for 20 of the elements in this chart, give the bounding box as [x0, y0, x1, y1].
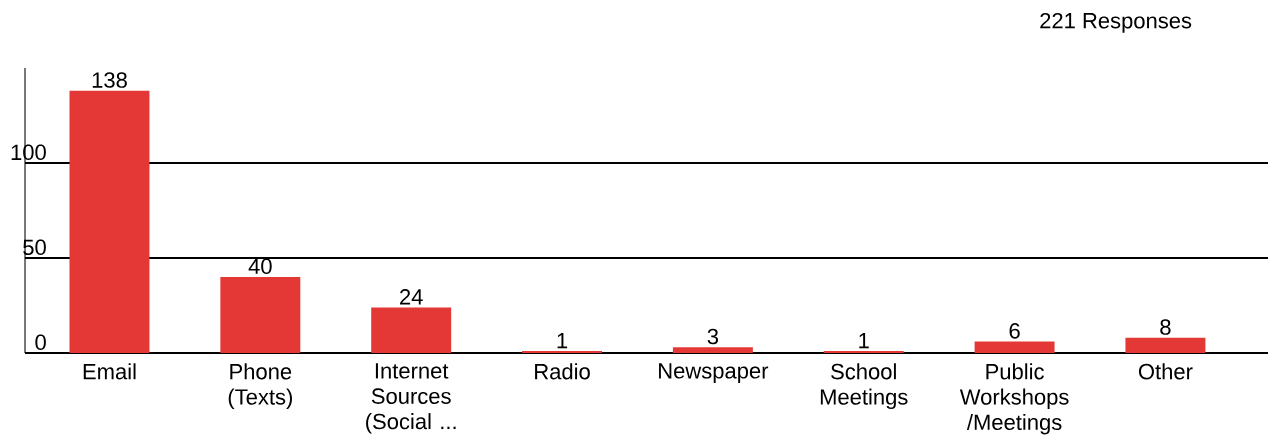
x-tick-label: Email	[83, 363, 136, 380]
data-label: 24	[400, 289, 423, 305]
x-tick-label: Public Workshops /Meetings	[959, 363, 1069, 435]
x-tick-label: Phone (Texts)	[228, 363, 292, 410]
x-tick-label: Internet Sources (Social ...	[366, 363, 456, 434]
y-tick-label: 100	[11, 144, 46, 161]
data-label: 8	[1160, 319, 1171, 335]
y-tick-label: 50	[23, 239, 46, 256]
y-tick-label: 0	[35, 334, 46, 351]
data-label: 1	[557, 333, 568, 349]
data-label: 3	[707, 328, 719, 345]
x-tick-label: Radio	[535, 363, 590, 380]
x-tick-label: Newspaper	[659, 363, 769, 383]
data-label: 1	[859, 333, 869, 349]
x-tick-label: Other	[1138, 363, 1193, 380]
data-label: 138	[92, 72, 127, 88]
text: 221 Responses	[1040, 12, 1192, 33]
data-label: 6	[1009, 323, 1020, 339]
x-tick-label: School Meetings	[820, 363, 908, 410]
data-label: 40	[248, 258, 272, 275]
